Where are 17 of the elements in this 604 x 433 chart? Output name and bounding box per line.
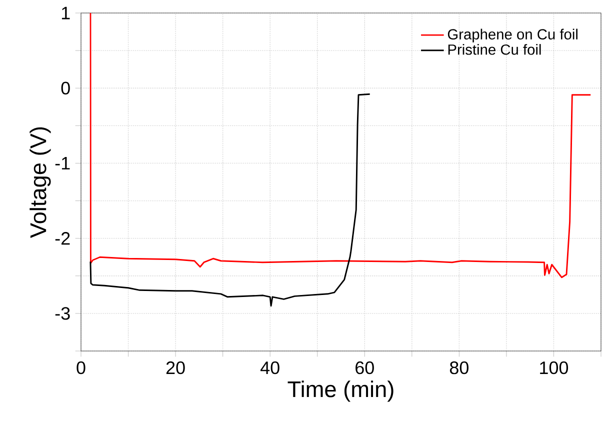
x-tick-label: 0 xyxy=(76,361,86,374)
legend-label: Pristine Cu foil xyxy=(448,44,541,55)
x-tick-label: 100 xyxy=(540,361,568,374)
x-tick-label: 80 xyxy=(450,361,468,374)
y-axis-title: Voltage (V) xyxy=(30,127,51,238)
y-tick-label: -2 xyxy=(55,232,70,245)
y-tick-label: 1 xyxy=(62,6,70,20)
y-tick-label: -1 xyxy=(55,157,70,170)
x-tick-label: 40 xyxy=(260,361,280,374)
y-tick-label: 0 xyxy=(61,82,70,94)
y-tick-label: -3 xyxy=(55,307,70,320)
x-axis-title: Time (min) xyxy=(288,380,394,402)
line-series xyxy=(90,93,371,307)
legend-label: Graphene on Cu foil xyxy=(448,28,578,42)
x-tick-label: 60 xyxy=(356,361,374,374)
line-series xyxy=(90,13,592,278)
x-tick-label: 20 xyxy=(166,361,185,374)
